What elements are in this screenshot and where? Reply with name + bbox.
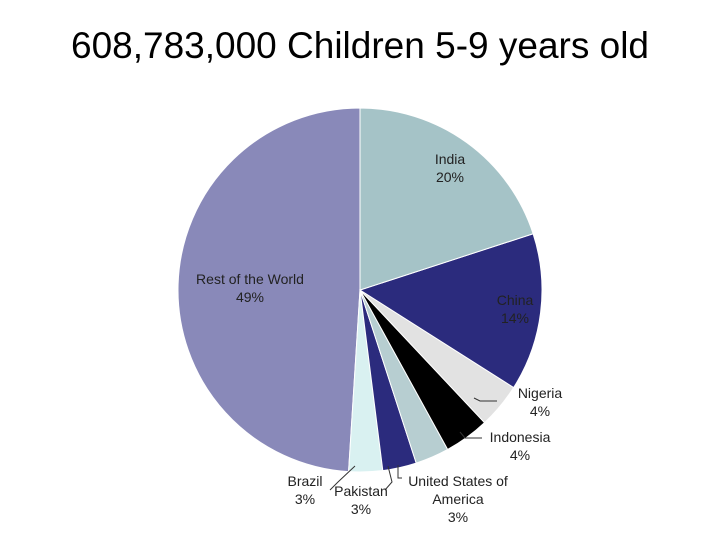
leader-line — [329, 465, 356, 491]
leader-lines — [329, 397, 497, 491]
slice-value: 20% — [435, 169, 465, 185]
slice-name: Brazil — [287, 473, 323, 489]
slice-value: 3% — [447, 509, 469, 525]
slice-name: Indonesia — [489, 429, 551, 445]
chart-title: 608,783,000 Children 5-9 years old — [71, 25, 649, 66]
slice-label: Brazil 3% — [280, 472, 330, 508]
slice-value: 4% — [509, 447, 531, 463]
leader-line — [473, 397, 497, 402]
leader-line — [397, 465, 402, 479]
slice-name: United States of America — [408, 473, 508, 507]
slice-label: China 14% — [475, 291, 555, 327]
slice-value: 14% — [500, 310, 530, 326]
slice-value: 3% — [350, 501, 372, 517]
slice-label: Indonesia 4% — [475, 428, 565, 464]
slice-label: Pakistan 3% — [326, 482, 396, 518]
slice-value: 49% — [235, 289, 265, 305]
leader-line — [384, 465, 393, 491]
slice-label: Nigeria 4% — [500, 384, 580, 420]
slice-value: 4% — [529, 403, 551, 419]
slice-label: United States of America 3% — [398, 472, 518, 526]
slice-label: India 20% — [410, 150, 490, 186]
pie-slice — [358, 233, 543, 389]
slice-name: China — [496, 292, 534, 308]
slice-value: 3% — [294, 491, 316, 507]
slice-name: India — [434, 151, 466, 167]
pie-slice — [359, 107, 534, 291]
slice-name: Nigeria — [517, 385, 563, 401]
slice-label: Rest of the World 49% — [170, 270, 330, 306]
slice-name: Rest of the World — [196, 271, 304, 287]
slice-name: Pakistan — [334, 483, 388, 499]
pie-slice — [177, 107, 361, 473]
leader-line — [459, 431, 482, 439]
